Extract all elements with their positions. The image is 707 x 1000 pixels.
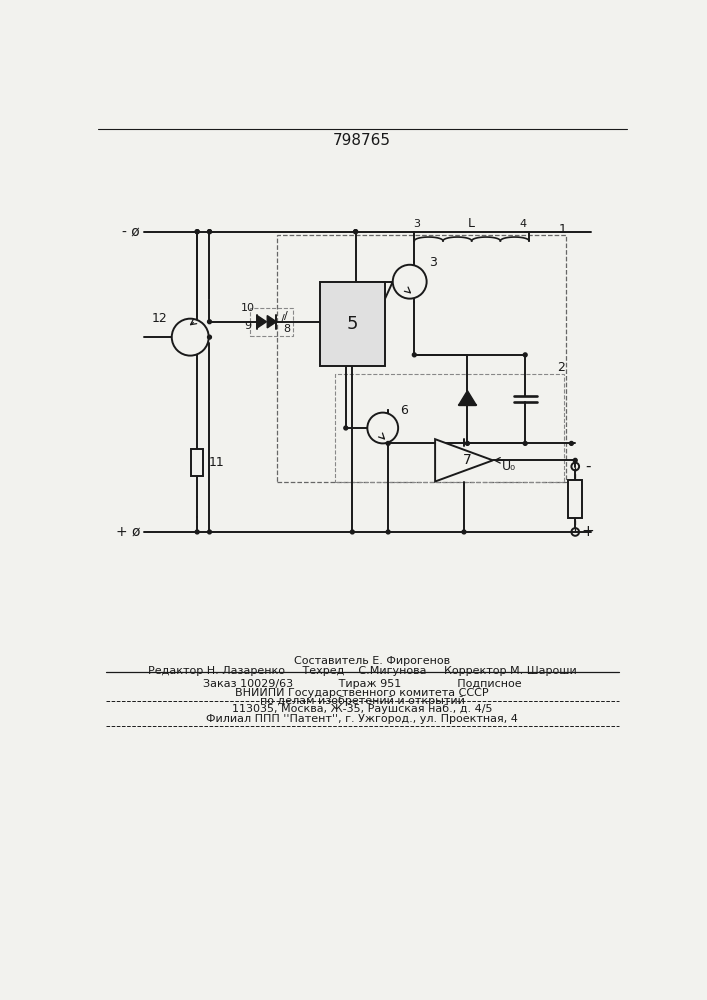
Text: Составитель Е. Фирогенов: Составитель Е. Фирогенов <box>274 656 450 666</box>
Text: 1: 1 <box>559 223 566 236</box>
Bar <box>277 235 566 482</box>
Text: ВНИИПИ Государственного комитета СССР: ВНИИПИ Государственного комитета СССР <box>235 688 489 698</box>
Text: 5: 5 <box>346 315 358 333</box>
Text: - ø: - ø <box>122 225 140 239</box>
Circle shape <box>208 230 211 234</box>
Text: 12: 12 <box>152 312 168 325</box>
Circle shape <box>368 413 398 443</box>
Text: /: / <box>284 311 288 321</box>
Text: + ø: + ø <box>116 525 140 539</box>
Circle shape <box>344 426 348 430</box>
Circle shape <box>386 530 390 534</box>
Bar <box>320 282 385 366</box>
Polygon shape <box>435 439 493 482</box>
Bar <box>191 449 204 476</box>
Text: 7: 7 <box>462 453 472 467</box>
Bar <box>250 308 293 336</box>
Circle shape <box>465 441 469 445</box>
Text: Редактор Н. Лазаренко     Техред    С.Мигунова     Корректор М. Шароши: Редактор Н. Лазаренко Техред С.Мигунова … <box>148 666 576 676</box>
Text: Заказ 10029/63             Тираж 951                Подписное: Заказ 10029/63 Тираж 951 Подписное <box>203 679 521 689</box>
Text: L: L <box>468 217 475 230</box>
Text: Филиал ППП ''Патент'', г. Ужгород., ул. Проектная, 4: Филиал ППП ''Патент'', г. Ужгород., ул. … <box>206 714 518 724</box>
Circle shape <box>569 441 573 445</box>
Circle shape <box>354 230 358 234</box>
Text: 798765: 798765 <box>333 133 391 148</box>
Text: -: - <box>585 459 590 474</box>
Circle shape <box>393 265 426 299</box>
Circle shape <box>354 230 358 234</box>
Text: 113035, Москва, Ж-35, Раушская наб., д. 4/5: 113035, Москва, Ж-35, Раушская наб., д. … <box>232 704 492 714</box>
Circle shape <box>412 353 416 357</box>
Circle shape <box>523 441 527 445</box>
Circle shape <box>208 530 211 534</box>
Circle shape <box>351 530 354 534</box>
Text: 2: 2 <box>556 361 565 374</box>
Text: /: / <box>281 314 284 324</box>
Text: U₀: U₀ <box>502 460 516 473</box>
Circle shape <box>208 335 211 339</box>
Text: 3: 3 <box>413 219 420 229</box>
Circle shape <box>195 530 199 534</box>
Polygon shape <box>459 391 476 405</box>
Circle shape <box>523 353 527 357</box>
Text: 10: 10 <box>241 303 255 313</box>
Text: 8: 8 <box>283 324 290 334</box>
Text: 11: 11 <box>209 456 225 469</box>
Text: +: + <box>581 524 594 539</box>
Text: по делам изобретений и открытий: по делам изобретений и открытий <box>259 696 464 706</box>
Circle shape <box>462 530 466 534</box>
Circle shape <box>573 458 577 462</box>
Circle shape <box>195 230 199 234</box>
Bar <box>568 480 582 518</box>
Circle shape <box>386 441 390 445</box>
Text: 6: 6 <box>400 404 409 417</box>
Bar <box>335 374 564 482</box>
Circle shape <box>208 230 211 234</box>
Polygon shape <box>257 316 267 328</box>
Polygon shape <box>267 316 276 328</box>
Text: 9: 9 <box>245 321 252 331</box>
Circle shape <box>208 320 211 324</box>
Circle shape <box>172 319 209 356</box>
Text: 3: 3 <box>429 256 437 269</box>
Circle shape <box>195 230 199 234</box>
Text: 4: 4 <box>520 219 527 229</box>
